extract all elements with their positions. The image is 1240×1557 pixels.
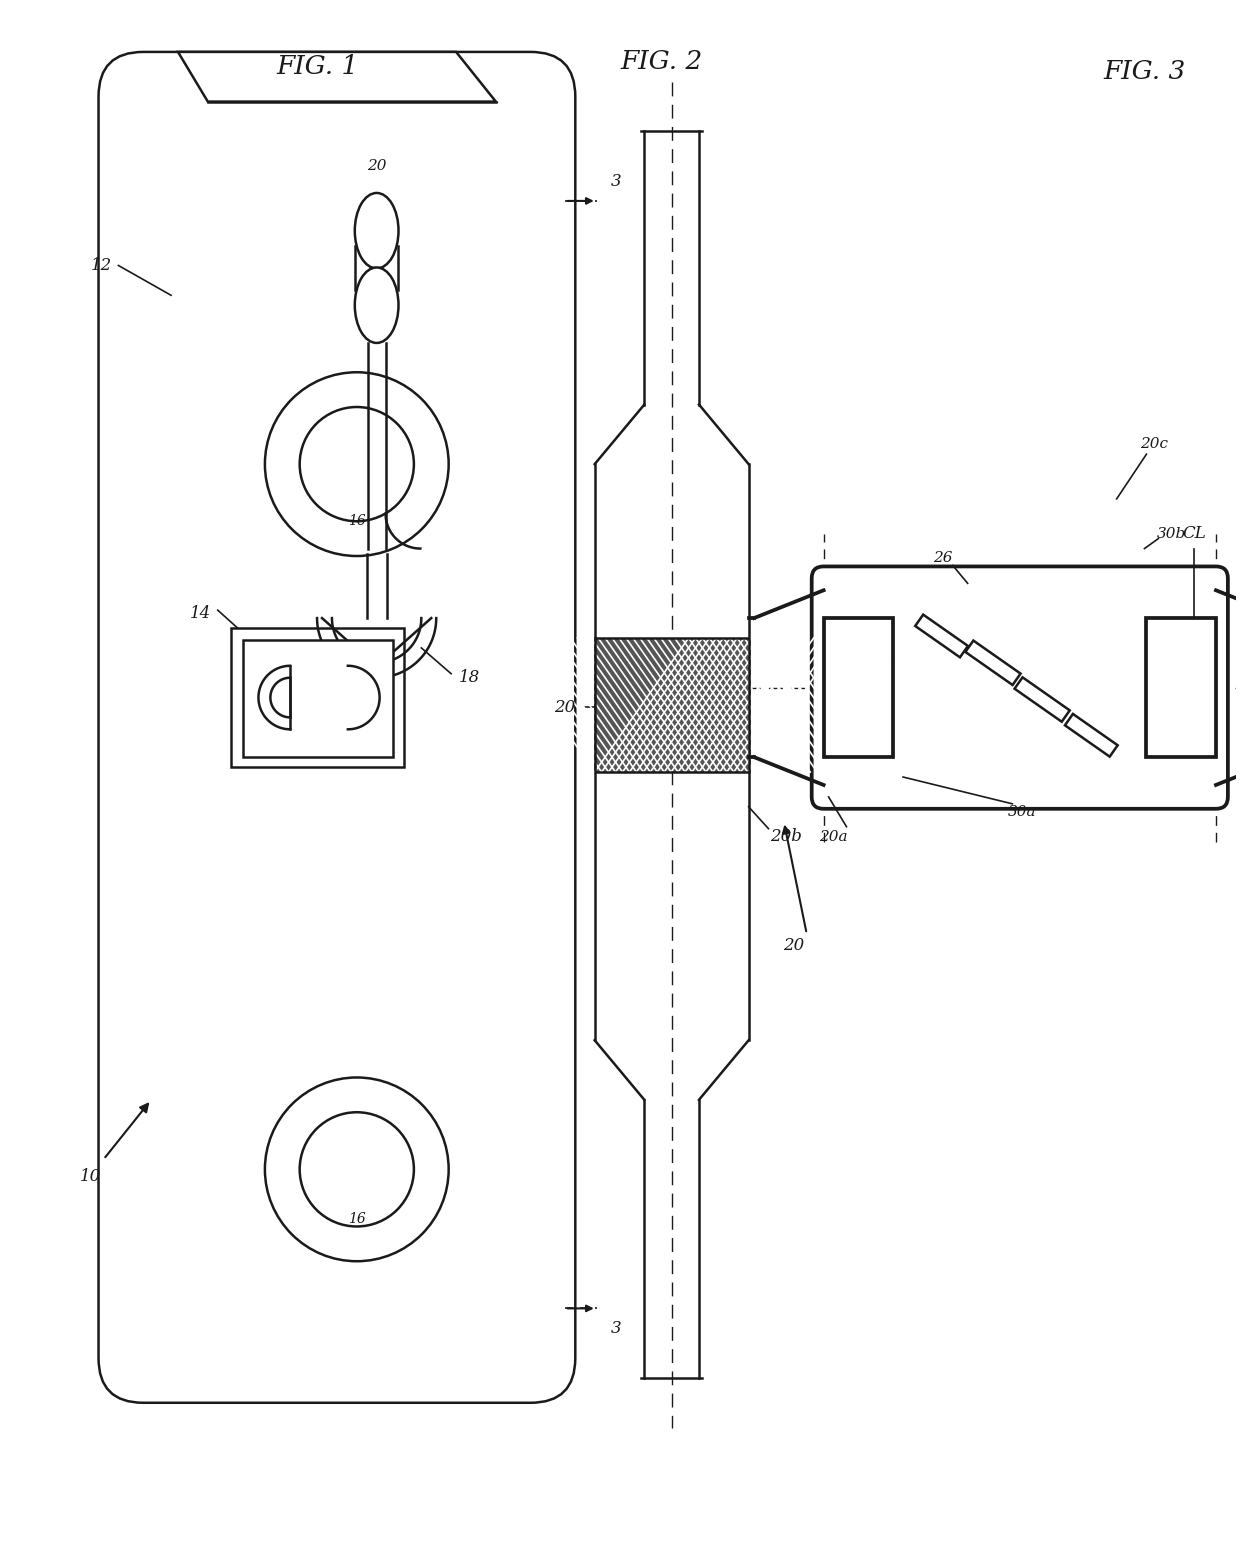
Ellipse shape xyxy=(355,193,398,268)
FancyBboxPatch shape xyxy=(812,567,1228,808)
Text: 20b: 20b xyxy=(843,635,873,649)
Text: 20: 20 xyxy=(367,159,387,173)
Text: 20c: 20c xyxy=(1141,438,1168,452)
Text: CL: CL xyxy=(1182,525,1207,542)
Text: 16: 16 xyxy=(348,514,366,528)
Ellipse shape xyxy=(355,268,398,343)
Polygon shape xyxy=(833,666,884,708)
Text: FIG. 3: FIG. 3 xyxy=(1104,59,1185,84)
Text: 3: 3 xyxy=(611,1320,621,1337)
Bar xyxy=(823,618,893,757)
Ellipse shape xyxy=(300,406,414,522)
Bar xyxy=(595,638,749,772)
Text: 3: 3 xyxy=(611,173,621,190)
Text: 20: 20 xyxy=(784,937,805,954)
Ellipse shape xyxy=(300,1112,414,1227)
Polygon shape xyxy=(1156,666,1207,708)
Text: 18: 18 xyxy=(459,670,480,687)
Polygon shape xyxy=(179,51,496,101)
Bar xyxy=(243,640,393,757)
Text: 30b: 30b xyxy=(1157,526,1185,540)
Bar xyxy=(595,638,749,772)
Bar xyxy=(1147,618,1216,757)
Polygon shape xyxy=(1014,677,1070,722)
Text: 10: 10 xyxy=(79,1168,102,1185)
Bar xyxy=(231,627,404,768)
Text: 16: 16 xyxy=(348,1211,366,1225)
Text: 14: 14 xyxy=(190,604,212,621)
Ellipse shape xyxy=(265,1077,449,1261)
Text: FIG. 2: FIG. 2 xyxy=(620,50,703,75)
Ellipse shape xyxy=(265,372,449,556)
FancyBboxPatch shape xyxy=(98,51,575,1403)
Text: 20a: 20a xyxy=(820,830,848,844)
Polygon shape xyxy=(915,615,968,657)
Polygon shape xyxy=(1065,715,1117,757)
Text: 30a: 30a xyxy=(1008,805,1037,819)
Text: 20: 20 xyxy=(554,699,575,716)
Polygon shape xyxy=(966,640,1021,685)
Text: 26: 26 xyxy=(932,551,952,565)
Text: 20b: 20b xyxy=(770,828,802,845)
Text: FIG. 1: FIG. 1 xyxy=(277,54,358,79)
Text: 12: 12 xyxy=(91,257,112,274)
